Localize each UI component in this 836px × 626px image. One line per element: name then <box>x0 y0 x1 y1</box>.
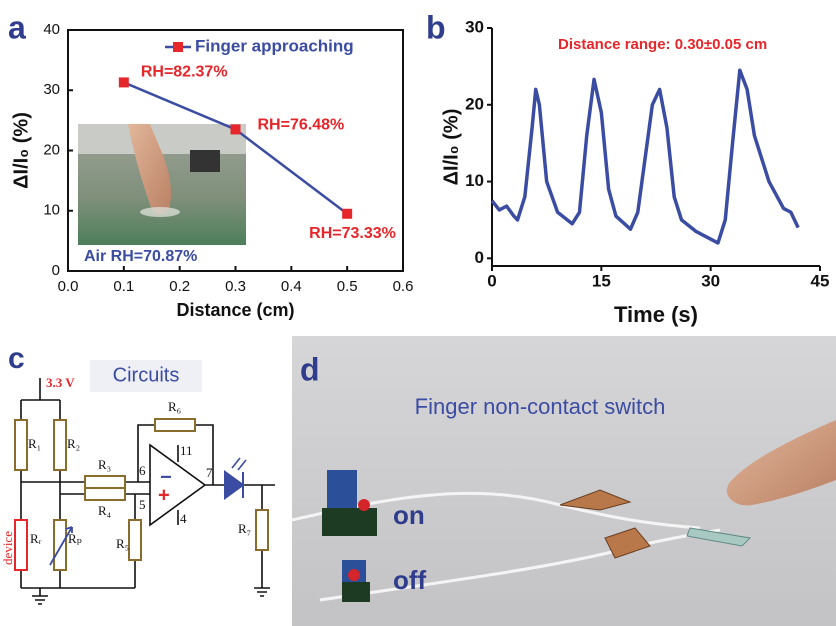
data-marker <box>231 124 241 134</box>
legend-label: Finger approaching <box>195 36 354 55</box>
resistor <box>85 488 125 500</box>
annotation: RH=76.48% <box>258 117 345 134</box>
panel-label: b <box>426 9 446 45</box>
x-tick-label: 0 <box>487 271 496 290</box>
y-tick-label: 20 <box>43 141 60 158</box>
panel-label: d <box>300 351 320 387</box>
resistor-label: R₄ <box>98 503 112 518</box>
resistor <box>85 476 125 488</box>
y-tick-label: 40 <box>43 21 60 38</box>
photo: d Finger non-contact switch on off <box>292 336 836 626</box>
figure: c Circuits 3.3 V R₁ R₂ R₃ R₄ R₅ R₆ R₇ Rᵣ… <box>0 0 836 626</box>
resistor-label: R₅ <box>116 536 129 551</box>
circuit-title: Circuits <box>113 364 180 386</box>
led-light <box>232 458 246 470</box>
annotation: RH=73.33% <box>309 225 396 242</box>
inset-label: Air RH=70.87% <box>84 248 197 265</box>
x-tick-label: 0.2 <box>169 278 190 295</box>
y-axis-label: ΔI/I₀ (%) <box>10 112 32 189</box>
x-tick-label: 15 <box>592 271 611 290</box>
x-axis-label: Time (s) <box>614 302 698 327</box>
data-marker <box>119 77 129 87</box>
off-label: off <box>393 565 427 595</box>
axes <box>492 28 820 266</box>
y-tick-label: 10 <box>465 171 484 190</box>
y-tick-label: 10 <box>43 202 60 219</box>
x-axis-label: Distance (cm) <box>176 300 294 320</box>
pin-label: 5 <box>139 497 146 512</box>
resistor-label: R₆ <box>168 399 181 414</box>
resistor-label: R₂ <box>67 436 80 451</box>
resistor <box>256 510 268 550</box>
ground <box>32 588 270 604</box>
y-tick-label: 30 <box>465 17 484 36</box>
resistor <box>15 420 27 470</box>
x-tick-label: 0.3 <box>225 278 246 295</box>
led <box>225 472 243 498</box>
y-tick-label: 0 <box>52 262 60 279</box>
resistor-label: R₇ <box>238 521 251 536</box>
y-tick-label: 0 <box>475 248 484 267</box>
resistor <box>15 520 27 570</box>
resistor-label: Rₚ <box>68 531 82 546</box>
y-axis-label: ΔI/I₀ (%) <box>440 109 462 186</box>
x-tick-label: 0.6 <box>393 278 414 295</box>
x-tick-label: 0.0 <box>58 278 79 295</box>
data-marker <box>342 209 352 219</box>
resistor-label: Rᵣ <box>30 531 42 546</box>
data-line <box>492 70 798 243</box>
legend-marker <box>173 42 183 52</box>
x-tick-label: 0.5 <box>337 278 358 295</box>
pin-label: 6 <box>139 463 146 478</box>
resistor <box>129 520 141 560</box>
x-tick-label: 30 <box>701 271 720 290</box>
y-tick-label: 30 <box>43 81 60 98</box>
resistor-label: R₁ <box>28 436 41 451</box>
annotation: RH=82.37% <box>141 64 228 81</box>
pin-label: 4 <box>180 511 187 526</box>
x-tick-label: 45 <box>811 271 830 290</box>
supply-label: 3.3 V <box>46 375 75 390</box>
resistor-label: R₃ <box>98 457 111 472</box>
annotation: Distance range: 0.30±0.05 cm <box>558 36 767 53</box>
x-tick-label: 0.1 <box>113 278 134 295</box>
y-tick-label: 20 <box>465 94 484 113</box>
inset-photo <box>78 124 246 265</box>
panel-label: a <box>8 9 26 45</box>
panel-label: c <box>8 342 25 375</box>
photo-title: Finger non-contact switch <box>415 394 666 419</box>
circuit: c Circuits 3.3 V R₁ R₂ R₃ R₄ R₅ R₆ R₇ Rᵣ… <box>0 342 275 604</box>
device-label: device <box>0 531 15 565</box>
resistor <box>155 419 195 431</box>
plus-sign: + <box>158 484 170 506</box>
on-label: on <box>393 500 425 530</box>
resistor <box>54 520 66 570</box>
pin-label: 11 <box>180 443 193 458</box>
x-tick-label: 0.4 <box>281 278 302 295</box>
resistor <box>54 420 66 470</box>
pin-label: 7 <box>206 465 213 480</box>
